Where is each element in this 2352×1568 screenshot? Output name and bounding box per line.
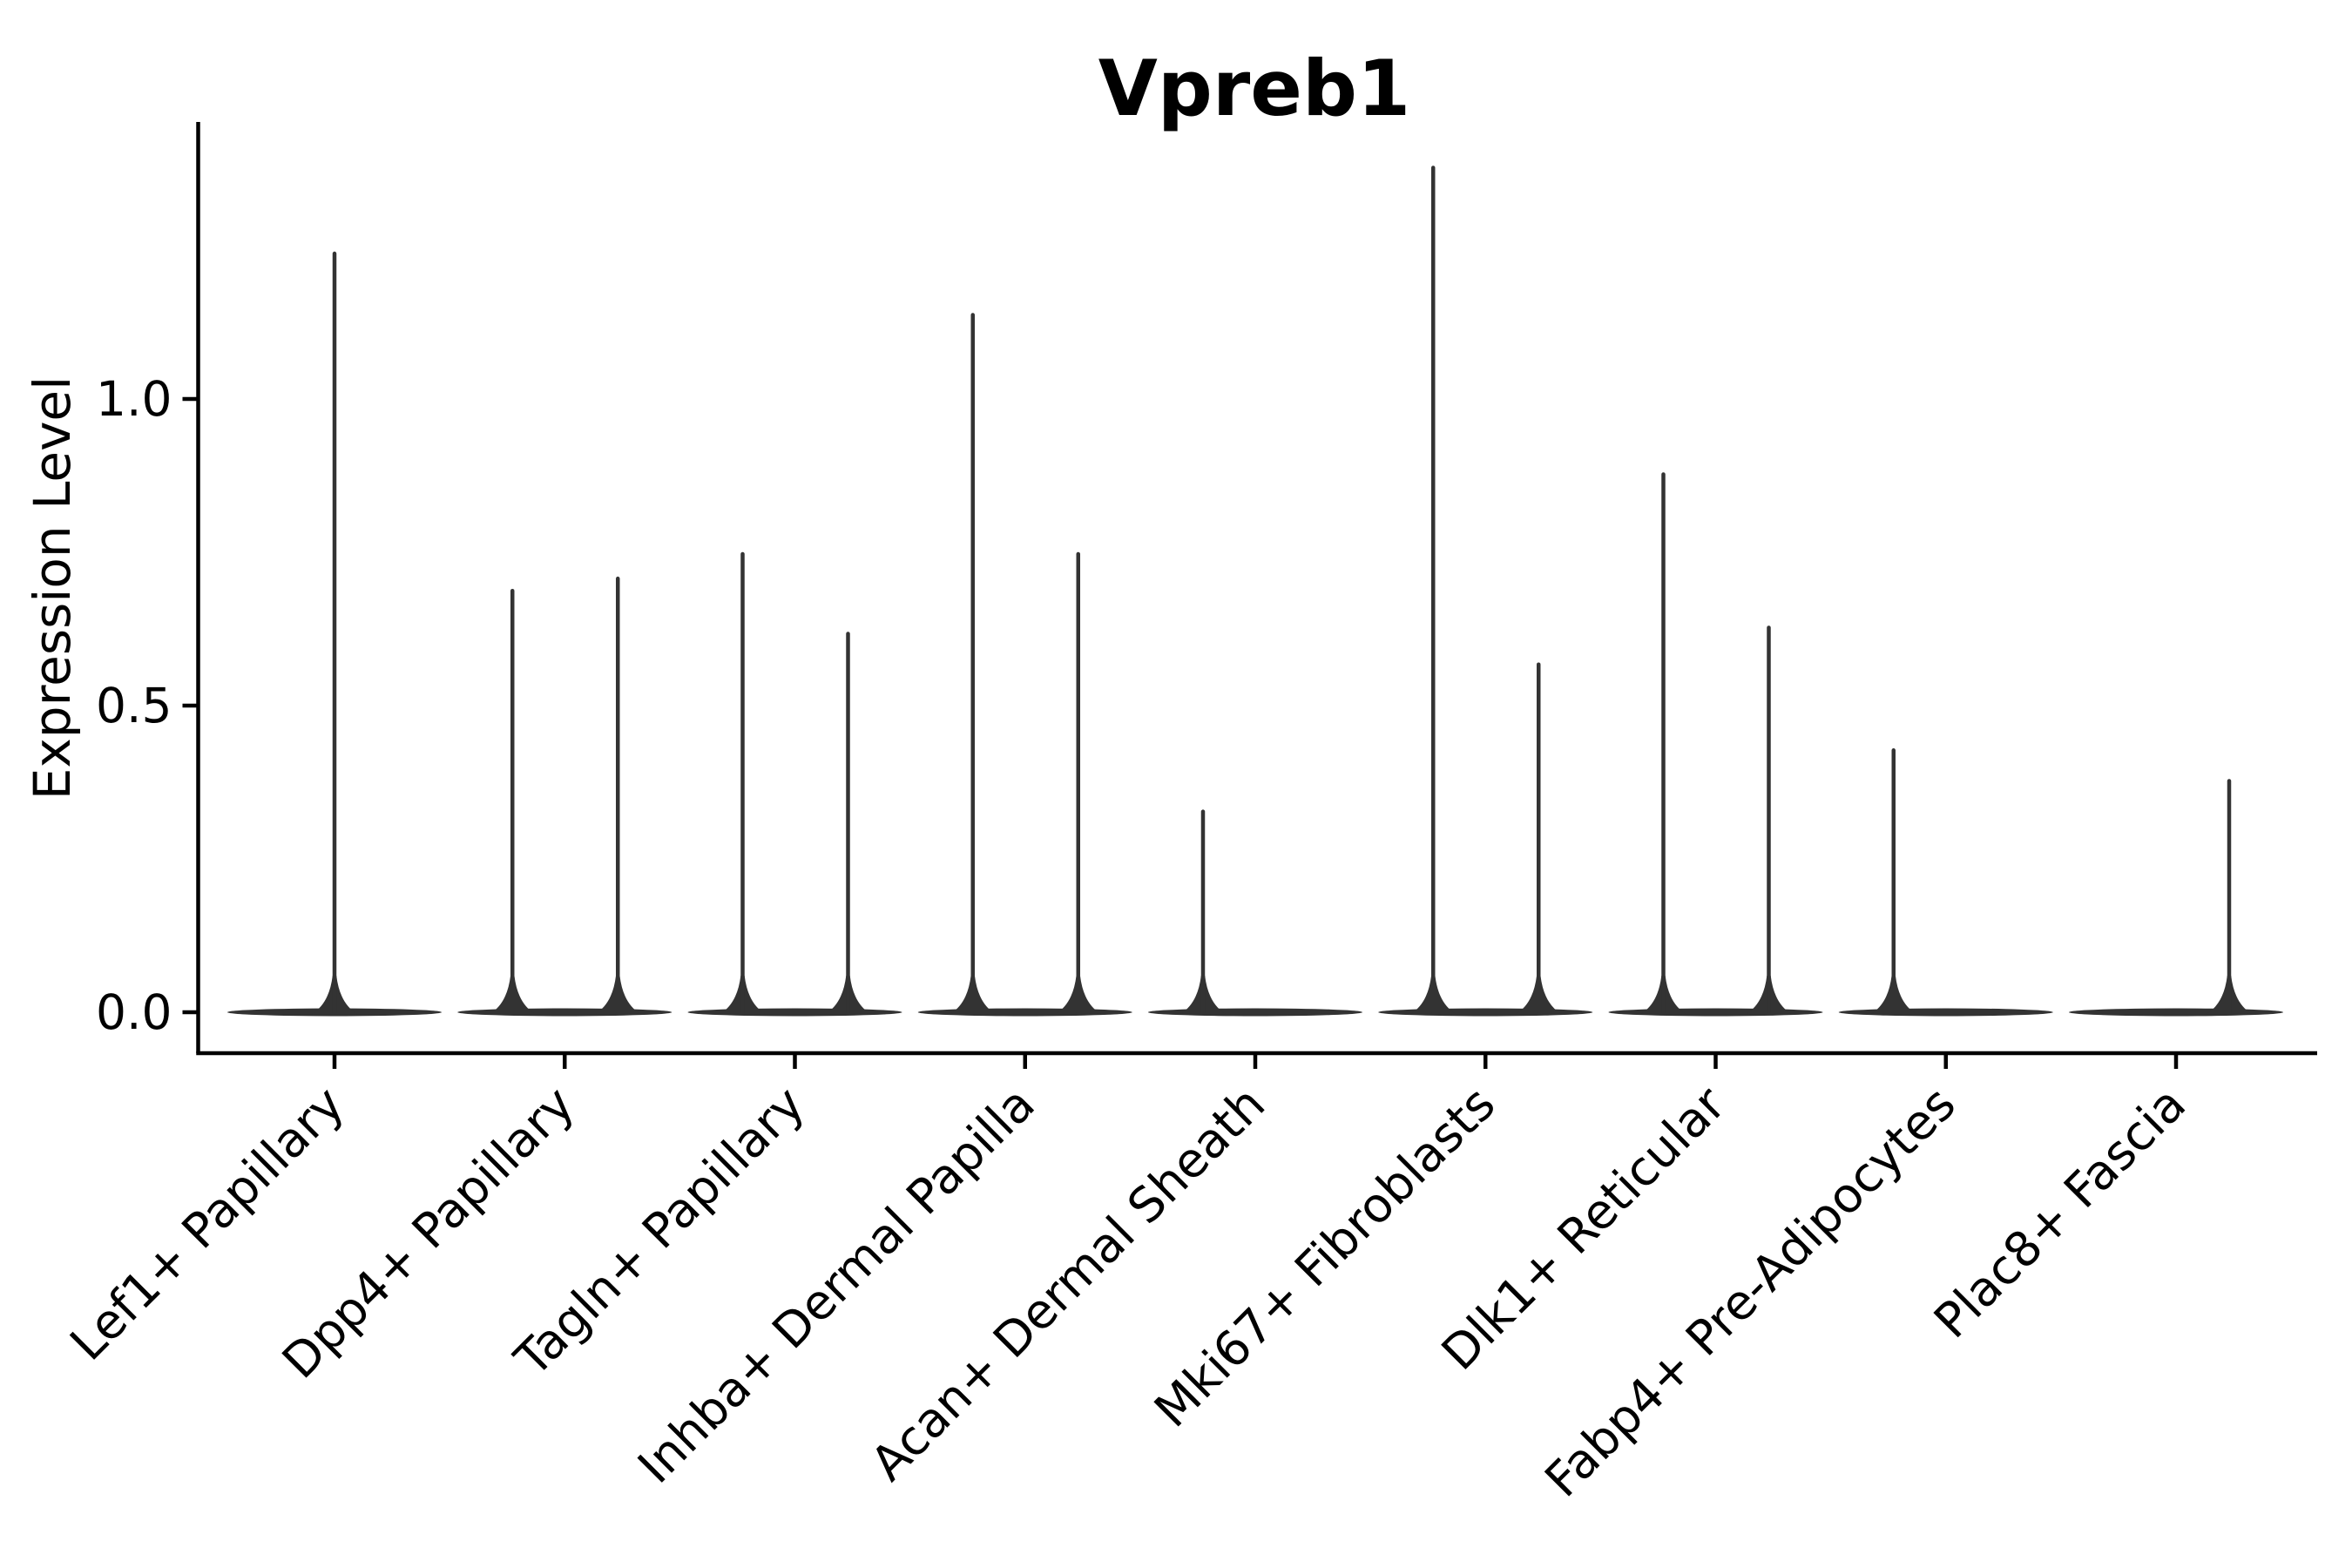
violin-group bbox=[917, 313, 1132, 1017]
chart-title: Vpreb1 bbox=[1098, 44, 1410, 133]
y-tick-label: 0.0 bbox=[96, 984, 172, 1040]
violin-group bbox=[1148, 809, 1362, 1017]
x-tick-label: Inhba+ Dermal Papilla bbox=[627, 1076, 1045, 1494]
violin-body bbox=[687, 1008, 902, 1017]
violin-body bbox=[917, 1008, 1132, 1017]
y-axis-label: Expression Level bbox=[23, 376, 82, 800]
violin-body bbox=[1608, 1008, 1823, 1017]
y-tick-label: 1.0 bbox=[96, 371, 172, 427]
violin-body bbox=[1148, 1008, 1362, 1017]
violin-group bbox=[1838, 748, 2053, 1017]
violin-group bbox=[227, 251, 442, 1017]
violin-body bbox=[2069, 1008, 2283, 1017]
violin-body bbox=[457, 1008, 672, 1017]
violin-group bbox=[1608, 472, 1823, 1017]
violin-group bbox=[1378, 166, 1593, 1017]
violin-group bbox=[2069, 779, 2283, 1017]
violin-body bbox=[1378, 1008, 1593, 1017]
violin-group bbox=[687, 551, 902, 1017]
y-tick-label: 0.5 bbox=[96, 678, 172, 733]
x-tick-label: Fabp4+ Pre-Adipocytes bbox=[1534, 1076, 1966, 1508]
x-tick-label: Acan+ Dermal Sheath bbox=[860, 1076, 1275, 1491]
violins-layer bbox=[227, 166, 2283, 1017]
violin-group bbox=[457, 576, 672, 1017]
violin-body bbox=[1838, 1008, 2053, 1017]
